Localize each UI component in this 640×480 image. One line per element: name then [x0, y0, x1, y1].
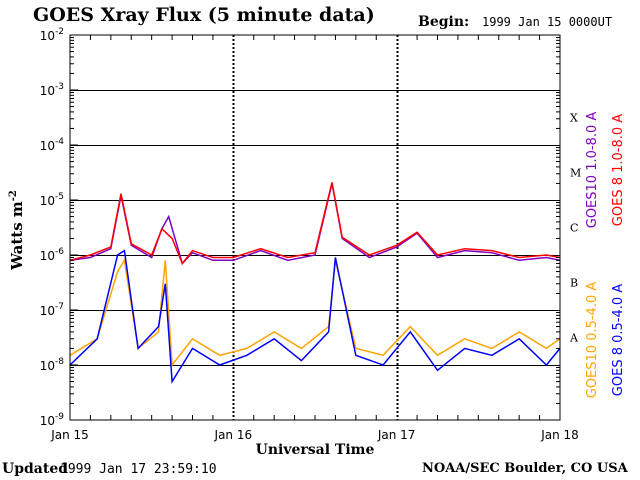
legend-item: GOES 8 1.0-8.0 A — [611, 114, 626, 226]
legend-item: GOES10 1.0-8.0 A — [585, 112, 600, 229]
y-tick-exp: -6 — [55, 247, 64, 257]
y-tick-exp: -7 — [55, 302, 64, 312]
y-tick-label: 10-8 — [40, 357, 65, 373]
footer-credit: NOAA/SEC Boulder, CO USA — [422, 461, 628, 476]
x-tick-label: Jan 17 — [377, 428, 416, 442]
y-tick-exp: -8 — [55, 357, 64, 367]
y-tick-label: 10-5 — [40, 192, 64, 208]
flare-class-B: B — [570, 277, 578, 290]
plot-frame — [69, 34, 561, 421]
x-tick-label: Jan 15 — [50, 428, 89, 442]
y-tick-exp: -5 — [55, 192, 64, 202]
y-tick-base: 10 — [40, 304, 55, 318]
y-tick-base: 10 — [40, 249, 55, 263]
y-tick-label: 10-2 — [40, 27, 64, 43]
series-line-3 — [69, 249, 561, 384]
x-ticks: Jan 15 Jan 16 Jan 17 Jan 18 — [50, 35, 579, 442]
flare-class-M: M — [570, 167, 581, 180]
x-tick-label: Jan 18 — [540, 428, 579, 442]
flare-class-X: X — [570, 112, 578, 125]
y-tick-label: 10-4 — [40, 137, 65, 153]
y-axis-label-exp: -2 — [8, 190, 19, 201]
updated-label: Updated — [2, 461, 69, 477]
y-tick-base: 10 — [40, 84, 55, 98]
y-axis-label: Watts m-2 — [8, 190, 26, 271]
begin-label: Begin: — [418, 14, 470, 30]
begin-value: 1999 Jan 15 0000UT — [482, 15, 613, 29]
legend-item: GOES10 0.5-4.0 A — [585, 282, 600, 399]
y-tick-exp: -9 — [55, 412, 64, 422]
chart-grid — [70, 90, 560, 366]
y-tick-exp: -3 — [55, 82, 64, 92]
y-ticks: 10-210-310-410-510-610-710-810-9 — [40, 27, 560, 428]
day-separators — [232, 35, 399, 420]
chart-series — [69, 182, 561, 384]
y-tick-exp: -4 — [55, 137, 64, 147]
y-tick-label: 10-3 — [40, 82, 64, 98]
page-title: GOES Xray Flux (5 minute data) — [33, 4, 375, 26]
y-tick-exp: -2 — [55, 27, 64, 37]
y-tick-label: 10-6 — [40, 247, 65, 263]
y-tick-base: 10 — [40, 29, 55, 43]
x-tick-label: Jan 16 — [214, 428, 253, 442]
series-line-2 — [69, 258, 561, 368]
series-line-0 — [69, 183, 561, 265]
flare-class-labels: X M C B A — [569, 112, 581, 345]
series-line-1 — [69, 182, 561, 265]
flare-class-A: A — [569, 332, 579, 345]
y-tick-label: 10-9 — [40, 412, 65, 428]
y-tick-base: 10 — [40, 359, 55, 373]
y-tick-base: 10 — [40, 194, 55, 208]
legend-item: GOES 8 0.5-4.0 A — [611, 284, 626, 396]
y-tick-base: 10 — [40, 414, 55, 428]
y-axis-label-text: Watts m — [8, 201, 26, 271]
y-tick-label: 10-7 — [40, 302, 64, 318]
y-tick-base: 10 — [40, 139, 55, 153]
flare-class-C: C — [570, 222, 578, 235]
legend: GOES10 1.0-8.0 A GOES 8 1.0-8.0 A GOES10 0… — [585, 112, 626, 399]
x-axis-label: Universal Time — [256, 442, 375, 458]
updated-value: 1999 Jan 17 23:59:10 — [60, 462, 217, 477]
